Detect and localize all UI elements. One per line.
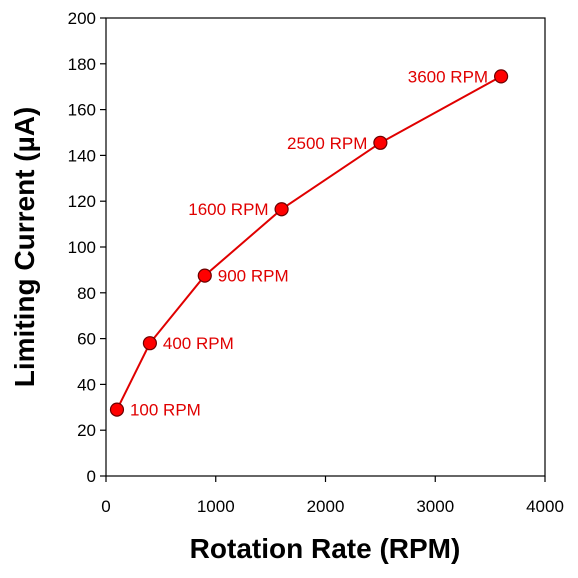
y-tick-label: 60: [77, 330, 96, 349]
data-point: [494, 69, 509, 84]
x-tick-label: 3000: [416, 497, 454, 516]
point-label: 100 RPM: [130, 401, 201, 420]
y-tick-label: 200: [68, 9, 96, 28]
data-point: [109, 402, 125, 417]
x-tick-label: 1000: [197, 497, 235, 516]
y-tick-label: 20: [77, 421, 96, 440]
x-axis-ticks: 0 1000 2000 3000 4000: [101, 476, 564, 516]
y-axis-ticks: 0 20 40 60 80 100 120 140 160 180 200: [68, 9, 106, 486]
data-point: [197, 268, 212, 283]
data-point: [142, 336, 157, 351]
y-tick-label: 80: [77, 284, 96, 303]
data-point: [274, 202, 289, 217]
plot-area: [105, 17, 546, 477]
y-tick-label: 40: [77, 375, 96, 394]
y-tick-label: 0: [87, 467, 96, 486]
point-label: 900 RPM: [218, 267, 289, 286]
point-label: 1600 RPM: [188, 200, 268, 219]
y-axis-title: Limiting Current (µA): [9, 107, 40, 388]
y-tick-label: 140: [68, 146, 96, 165]
series-group: 100 RPM 400 RPM 900 RPM 1600 RPM 2500 RPM 360…: [109, 67, 509, 420]
point-label: 3600 RPM: [408, 67, 488, 86]
data-point: [373, 135, 388, 150]
x-tick-label: 0: [101, 497, 110, 516]
y-tick-label: 180: [68, 55, 96, 74]
series-line: [116, 75, 502, 411]
x-tick-label: 4000: [526, 497, 564, 516]
point-label: 2500 RPM: [287, 134, 367, 153]
y-tick-label: 100: [68, 238, 96, 257]
y-tick-label: 120: [68, 192, 96, 211]
point-label: 400 RPM: [163, 334, 234, 353]
x-tick-label: 2000: [307, 497, 345, 516]
x-axis-title: Rotation Rate (RPM): [190, 533, 461, 564]
y-tick-label: 160: [68, 101, 96, 120]
